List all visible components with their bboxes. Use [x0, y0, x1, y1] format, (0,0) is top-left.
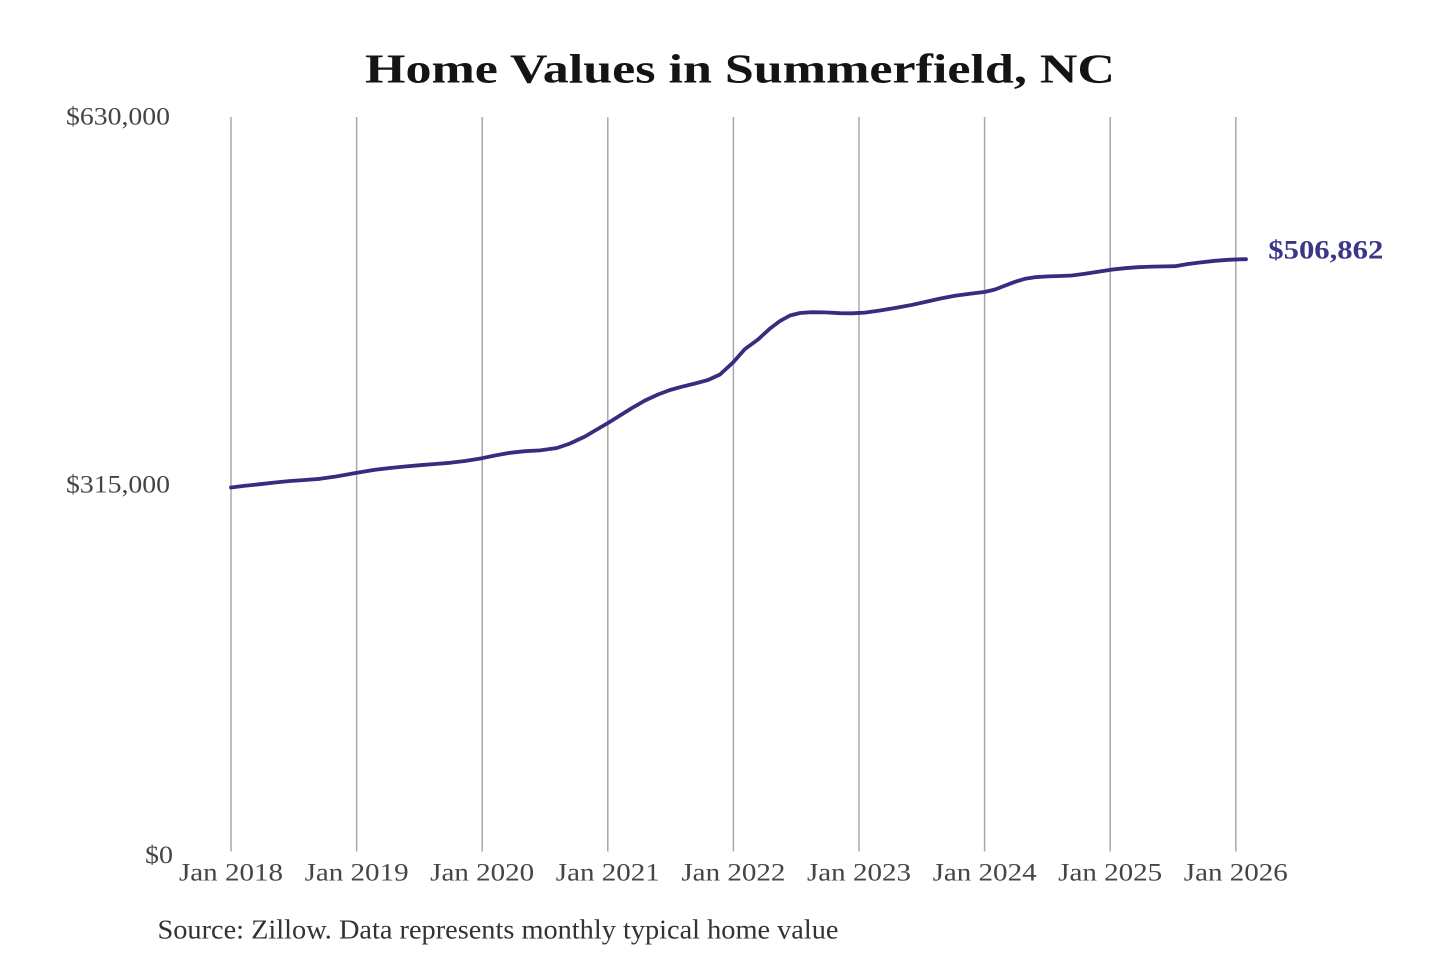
svg-text:$315,000: $315,000: [66, 471, 170, 498]
svg-text:Source: Zillow. Data represent: Source: Zillow. Data represents monthly …: [158, 915, 839, 945]
svg-text:$506,862: $506,862: [1268, 236, 1383, 265]
svg-text:Jan 2022: Jan 2022: [681, 859, 785, 886]
svg-text:$630,000: $630,000: [66, 103, 170, 130]
svg-text:Home Values in Summerfield, NC: Home Values in Summerfield, NC: [365, 46, 1115, 92]
svg-text:Jan 2021: Jan 2021: [556, 859, 660, 886]
svg-text:Jan 2023: Jan 2023: [807, 859, 911, 886]
svg-text:Jan 2018: Jan 2018: [179, 859, 283, 886]
svg-text:Jan 2026: Jan 2026: [1184, 859, 1288, 886]
svg-text:$0: $0: [145, 842, 173, 869]
svg-text:Jan 2020: Jan 2020: [430, 859, 534, 886]
svg-text:Jan 2019: Jan 2019: [305, 859, 409, 886]
svg-text:Jan 2024: Jan 2024: [933, 859, 1038, 886]
svg-text:Jan 2025: Jan 2025: [1058, 859, 1162, 886]
